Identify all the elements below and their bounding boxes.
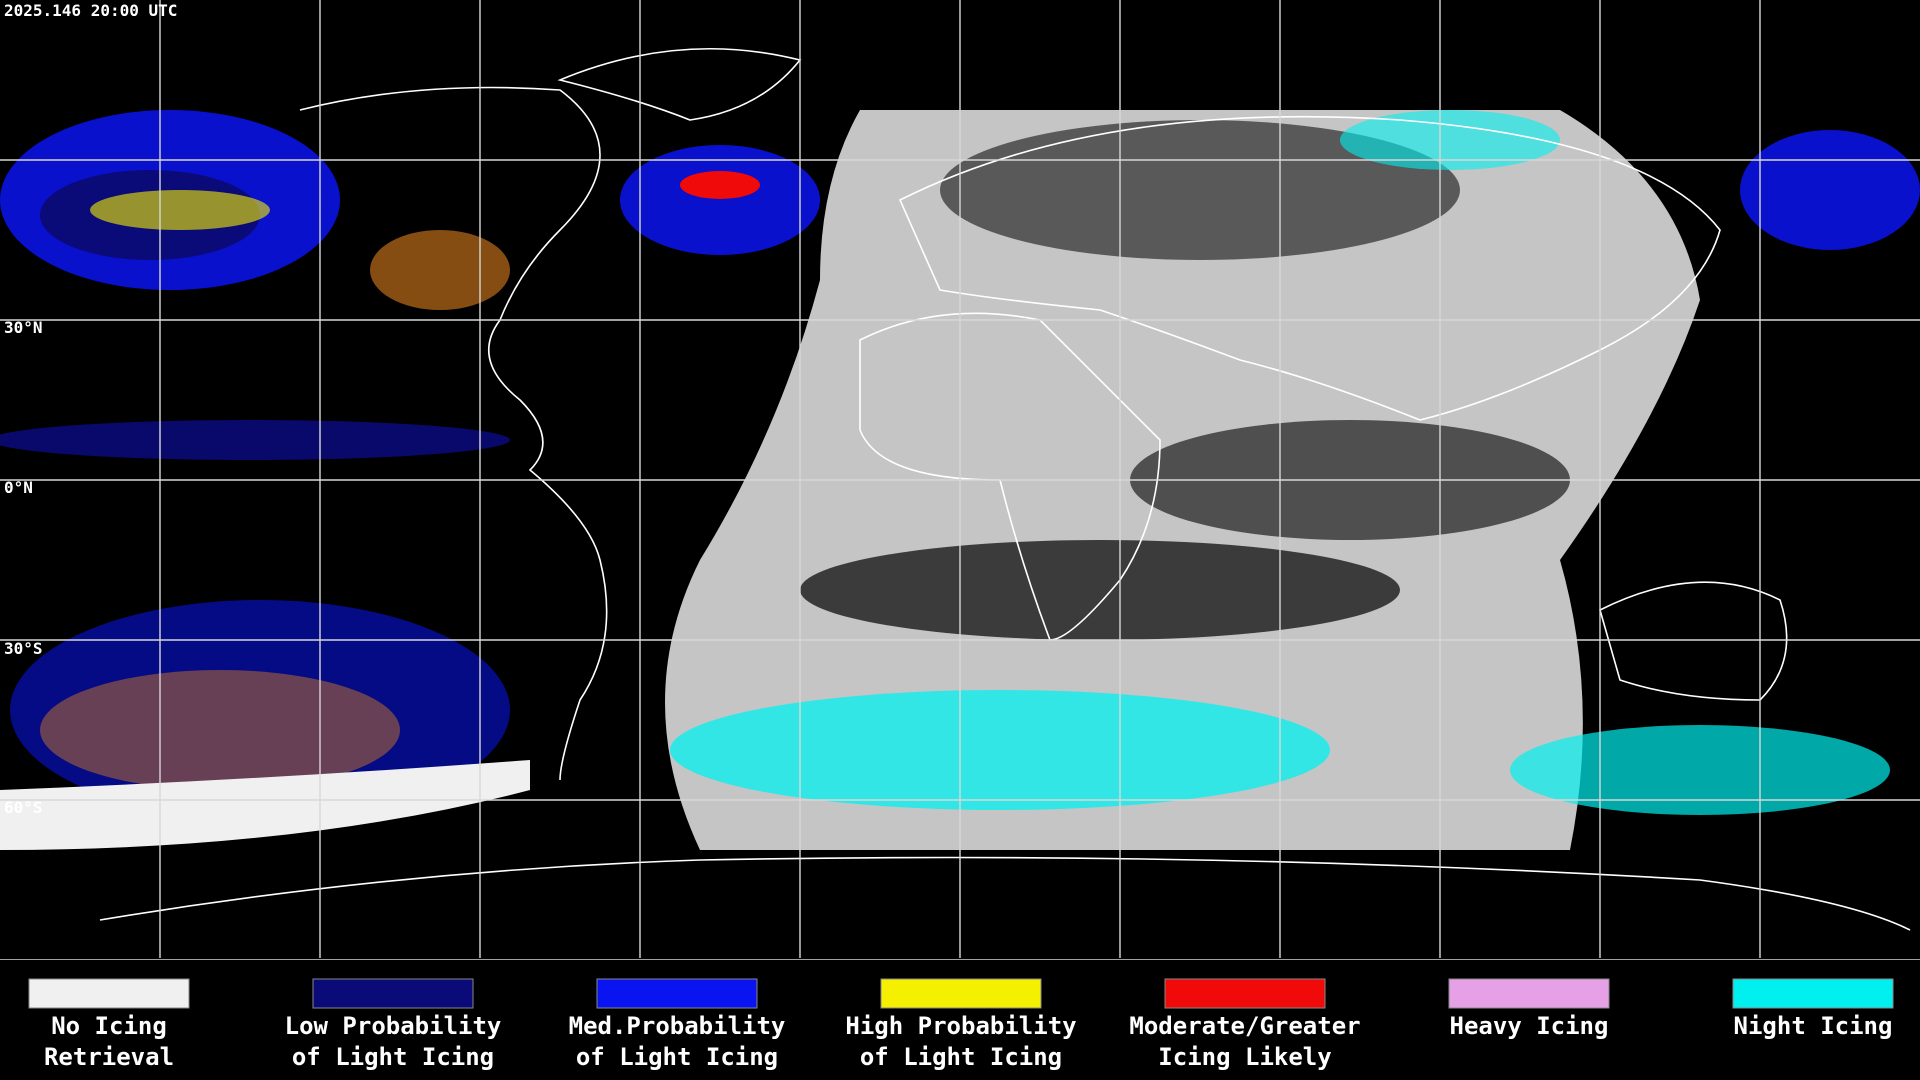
timestamp: 2025.146 20:00 UTC <box>4 1 177 20</box>
icing-area <box>1740 130 1920 250</box>
legend-label: of Light Icing <box>860 1043 1062 1071</box>
no-icing-area <box>0 760 530 850</box>
night-icing-area <box>1510 725 1890 815</box>
icing-area <box>40 670 400 790</box>
legend-swatch <box>596 978 758 1009</box>
icing-area <box>370 230 510 310</box>
legend-label: of Light Icing <box>576 1043 778 1071</box>
latitude-label: 0°N <box>4 478 33 497</box>
legend-label: Heavy Icing <box>1450 1012 1609 1040</box>
legend-label: Low Probability <box>285 1012 502 1040</box>
clear-area <box>940 120 1460 260</box>
coastline <box>1599 581 1788 701</box>
legend-swatch <box>880 978 1042 1009</box>
icing-area <box>620 145 820 255</box>
legend-label: Med.Probability <box>569 1012 786 1040</box>
legend-swatch <box>28 978 190 1009</box>
cloud-field <box>0 110 1920 850</box>
legend: No Icing Retrieval Low Probability of Light… <box>28 978 1894 1071</box>
coastline <box>99 856 1911 931</box>
legend-swatch <box>1448 978 1610 1009</box>
legend-swatch <box>1732 978 1894 1009</box>
icing-area <box>0 420 510 460</box>
legend-label: of Light Icing <box>292 1043 494 1071</box>
legend-label: High Probability <box>845 1012 1076 1040</box>
icing-area <box>90 190 270 230</box>
icing-area <box>10 600 510 820</box>
legend-label: Retrieval <box>44 1043 174 1071</box>
icing-area <box>680 171 760 199</box>
legend-label: Moderate/Greater <box>1129 1012 1360 1040</box>
clear-area <box>800 540 1400 640</box>
night-icing-area <box>670 690 1330 810</box>
legend-label: Icing Likely <box>1158 1043 1331 1071</box>
legend-swatch <box>312 978 474 1009</box>
latitude-label: 60°S <box>4 798 43 817</box>
legend-label: Night Icing <box>1734 1012 1893 1040</box>
legend-swatch <box>1164 978 1326 1009</box>
latitude-label: 30°N <box>4 318 43 337</box>
coastline <box>299 86 608 781</box>
coastlines <box>99 47 1911 931</box>
latitude-label: 30°S <box>4 639 43 658</box>
legend-label: No Icing <box>51 1012 167 1040</box>
graticule <box>0 0 1920 961</box>
latitude-labels: 30°N 0°N 30°S 60°S <box>4 318 43 817</box>
night-icing-area <box>1340 110 1560 170</box>
